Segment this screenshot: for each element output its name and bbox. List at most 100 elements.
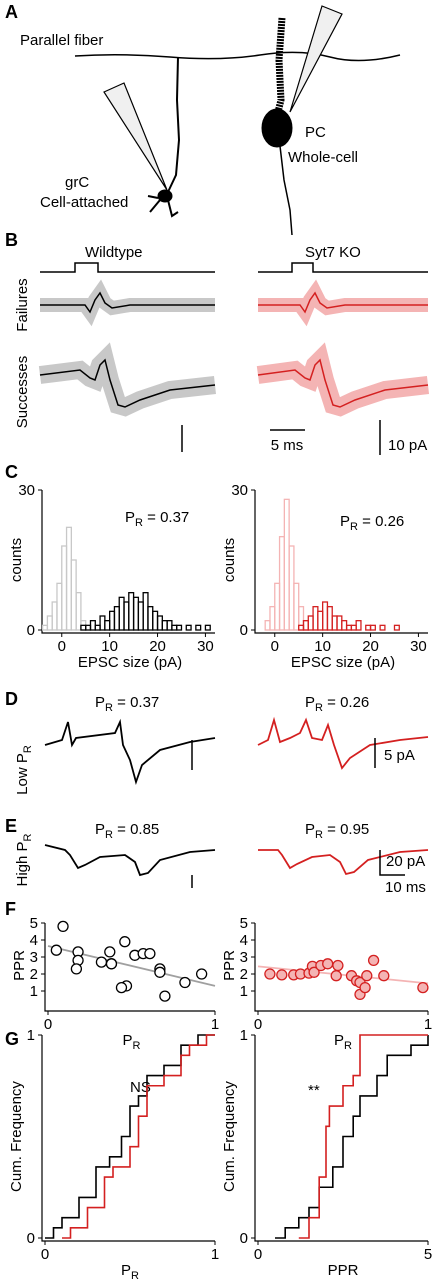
annotation-sub: R xyxy=(135,517,143,529)
bar xyxy=(307,615,314,631)
bar xyxy=(288,545,295,631)
bar xyxy=(298,624,305,631)
panel-label: G xyxy=(5,1029,19,1049)
label: 5 ms xyxy=(271,437,304,454)
label: Wildtype xyxy=(85,244,143,261)
label-main: P xyxy=(95,821,105,838)
y-tick-label: 4 xyxy=(30,932,38,949)
annotation-sub: R xyxy=(350,521,358,533)
bar xyxy=(336,615,343,631)
point xyxy=(159,990,171,1002)
stimulus xyxy=(40,262,215,273)
bar xyxy=(365,624,372,631)
trace-bundle xyxy=(256,342,430,417)
panel-label: F xyxy=(5,899,16,919)
bar xyxy=(326,606,333,631)
bar xyxy=(108,610,116,631)
y-tick-label: 1 xyxy=(240,1027,248,1044)
bar xyxy=(355,620,362,631)
y-tick-label: 5 xyxy=(240,915,248,932)
x-tick-label: 20 xyxy=(149,638,166,655)
point xyxy=(95,956,108,968)
x-tick-label: 10 xyxy=(101,638,118,655)
axis xyxy=(254,1035,428,1242)
bar xyxy=(65,526,72,631)
bar xyxy=(312,606,319,631)
y-tick-label: 30 xyxy=(231,482,248,499)
point xyxy=(115,981,128,994)
x-tick-label: 0 xyxy=(254,1246,262,1263)
fit-line xyxy=(257,965,429,985)
stimulus xyxy=(258,262,428,273)
x-axis-label-sub: R xyxy=(131,1270,139,1280)
bar xyxy=(269,606,276,631)
point xyxy=(367,954,380,967)
pc-dendrite xyxy=(274,17,286,113)
trace-bundle xyxy=(38,342,216,417)
y-axis-label: PPR xyxy=(221,950,238,981)
panel-label: B xyxy=(5,230,18,250)
label: PR = 0.37 xyxy=(95,694,159,714)
bar xyxy=(147,606,154,631)
bar xyxy=(345,624,353,631)
grc-soma xyxy=(157,189,173,203)
bar xyxy=(132,596,140,631)
label-main: High P xyxy=(14,841,31,886)
label-sub: R xyxy=(105,829,113,841)
panel-label: E xyxy=(5,816,17,836)
label: PC xyxy=(305,124,326,141)
trace xyxy=(39,358,216,408)
axis xyxy=(254,490,428,634)
cdf-line xyxy=(45,1034,215,1239)
x-axis-label: PPR xyxy=(328,1262,359,1279)
label-rest: = 0.95 xyxy=(323,821,369,838)
x-tick-label: 0 xyxy=(44,1016,52,1033)
label: Syt7 KO xyxy=(305,244,361,261)
axis xyxy=(254,923,428,1012)
bar xyxy=(118,596,125,631)
label-sub: R xyxy=(22,833,34,841)
traces-b xyxy=(38,262,430,455)
pc-pipette xyxy=(289,5,343,113)
label: 10 pA xyxy=(388,437,427,454)
x-axis-label: PR xyxy=(123,1032,141,1052)
trace xyxy=(257,358,429,408)
point xyxy=(264,968,276,980)
x-axis-label-sub: R xyxy=(344,1040,352,1052)
label: 5 pA xyxy=(384,747,415,764)
y-axis-label: Cum. Frequency xyxy=(8,1081,25,1192)
y-tick-label: 1 xyxy=(27,1027,35,1044)
x-axis-label-main: P xyxy=(121,1262,131,1279)
x-axis-label-sub: R xyxy=(133,1040,141,1052)
annotation: PR = 0.37 xyxy=(125,509,189,529)
annotation: ** xyxy=(308,1082,320,1099)
bar xyxy=(341,620,348,631)
axis xyxy=(44,923,215,1012)
trace-bundle xyxy=(40,279,215,327)
point xyxy=(308,966,320,978)
label-rest: = 0.85 xyxy=(113,821,159,838)
x-tick-label: 0 xyxy=(271,638,279,655)
bar xyxy=(195,624,202,631)
label-main: P xyxy=(95,694,105,711)
panel-label: D xyxy=(5,689,18,709)
bar xyxy=(293,582,300,631)
point xyxy=(154,966,166,978)
bar xyxy=(85,624,92,631)
label-sub: R xyxy=(105,702,113,714)
x-axis-label: EPSC size (pA) xyxy=(78,654,182,671)
scale-bar xyxy=(181,420,381,455)
grc-pipette xyxy=(103,82,168,191)
label: PR = 0.95 xyxy=(305,821,369,841)
panel-label: C xyxy=(5,462,18,482)
cdf-line xyxy=(298,1034,428,1239)
y-axis-label: counts xyxy=(8,538,25,582)
bar xyxy=(123,601,130,631)
bar xyxy=(185,624,192,631)
bar xyxy=(70,559,77,631)
annotation: NS xyxy=(130,1079,151,1096)
label: High PR xyxy=(14,833,34,886)
label-sub: R xyxy=(315,702,323,714)
bar xyxy=(51,601,58,631)
bar xyxy=(137,601,144,631)
